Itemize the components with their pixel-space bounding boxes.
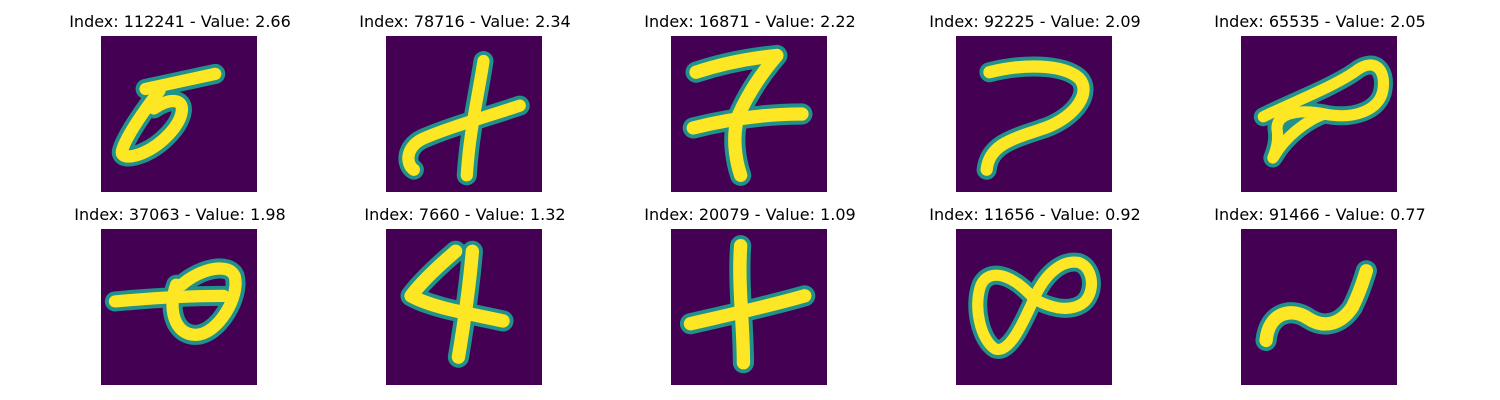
panel-title: Index: 7660 - Value: 1.32 (364, 205, 566, 224)
panel-1: Index: 112241 - Value: 2.66 (50, 12, 310, 202)
digit-image (386, 229, 542, 385)
digit-image (101, 229, 257, 385)
digit-image (1241, 36, 1397, 192)
panel-10: Index: 91466 - Value: 0.77 (1190, 205, 1450, 395)
panel-title: Index: 16871 - Value: 2.22 (644, 12, 856, 31)
panel-7: Index: 7660 - Value: 1.32 (335, 205, 595, 395)
digit-image (956, 36, 1112, 192)
panel-title: Index: 37063 - Value: 1.98 (74, 205, 286, 224)
panel-title: Index: 112241 - Value: 2.66 (69, 12, 291, 31)
digit-image (671, 36, 827, 192)
digit-image (1241, 229, 1397, 385)
digit-image (671, 229, 827, 385)
panel-8: Index: 20079 - Value: 1.09 (620, 205, 880, 395)
panel-3: Index: 16871 - Value: 2.22 (620, 12, 880, 202)
panel-4: Index: 92225 - Value: 2.09 (905, 12, 1165, 202)
panel-2: Index: 78716 - Value: 2.34 (335, 12, 595, 202)
panel-5: Index: 65535 - Value: 2.05 (1190, 12, 1450, 202)
panel-title: Index: 92225 - Value: 2.09 (929, 12, 1141, 31)
panel-title: Index: 65535 - Value: 2.05 (1214, 12, 1426, 31)
digit-image (101, 36, 257, 192)
panel-title: Index: 11656 - Value: 0.92 (929, 205, 1141, 224)
panel-title: Index: 20079 - Value: 1.09 (644, 205, 856, 224)
panel-title: Index: 91466 - Value: 0.77 (1214, 205, 1426, 224)
panel-6: Index: 37063 - Value: 1.98 (50, 205, 310, 395)
digit-image (956, 229, 1112, 385)
digit-image (386, 36, 542, 192)
panel-title: Index: 78716 - Value: 2.34 (359, 12, 571, 31)
panel-9: Index: 11656 - Value: 0.92 (905, 205, 1165, 395)
